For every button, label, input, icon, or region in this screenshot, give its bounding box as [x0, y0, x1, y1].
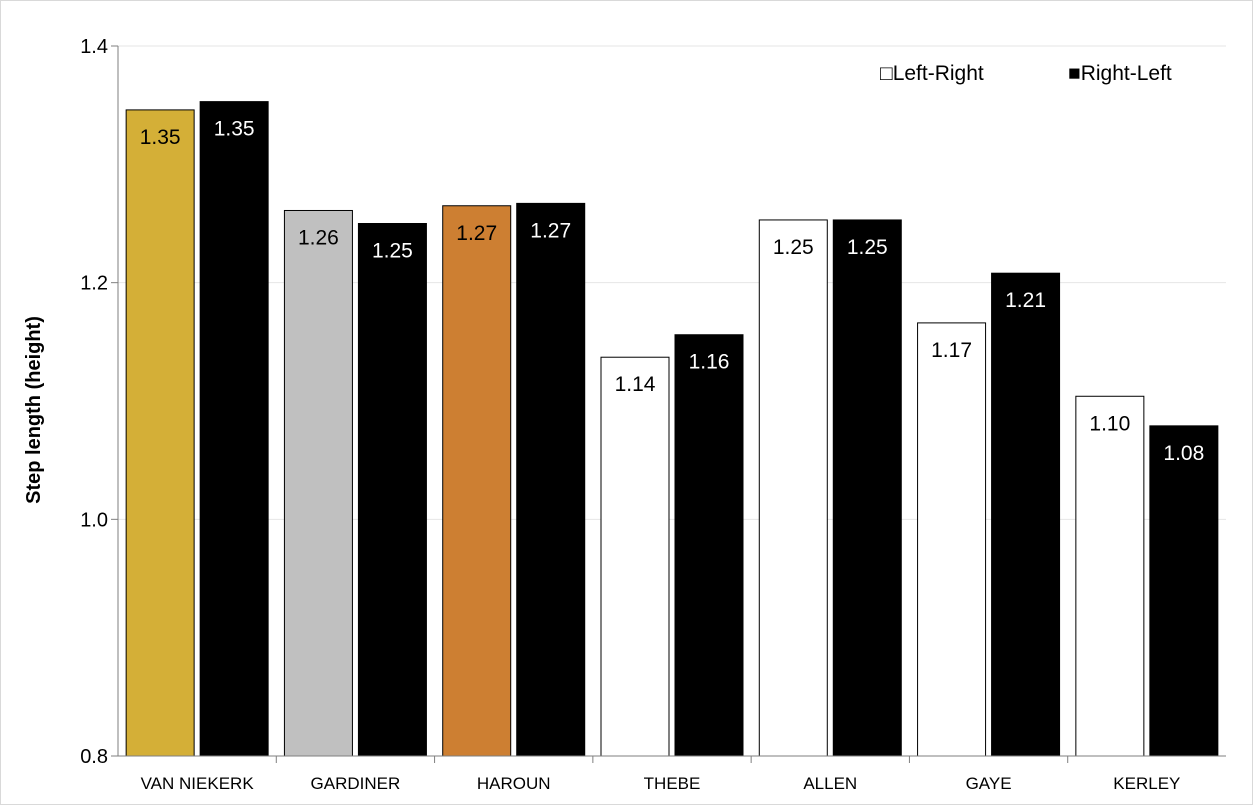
- bar-left-right: [442, 205, 512, 757]
- bar-right-left: [1149, 425, 1219, 757]
- x-category-label: GARDINER: [311, 774, 401, 793]
- bar-left-right: [600, 356, 670, 757]
- data-label: 1.26: [298, 226, 339, 249]
- bar-right-left: [832, 219, 902, 757]
- legend-label-left-right: Left-Right: [893, 62, 984, 85]
- legend: □Left-Right ■Right-Left: [880, 62, 1172, 85]
- legend-item-right-left: ■Right-Left: [1068, 62, 1172, 85]
- data-label: 1.25: [773, 236, 814, 259]
- y-tick-label: 1.4: [80, 36, 108, 58]
- legend-marker-left-right: □: [880, 62, 893, 85]
- bars-layer: [125, 101, 1219, 757]
- data-label: 1.25: [372, 240, 413, 263]
- bar-right-left: [516, 202, 586, 757]
- x-category-label: VAN NIEKERK: [141, 774, 255, 793]
- legend-item-left-right: □Left-Right: [880, 62, 984, 85]
- axes-layer: 0.8 1.0 1.2 1.4 VAN NIEKERK GARDINER HAROUN THE…: [80, 36, 1226, 793]
- labels-layer: 1.35 1.35 1.26 1.25 1.27 1.27 1.14 1.16 1.25 1.25…: [140, 118, 1205, 465]
- x-category-label: ALLEN: [803, 774, 857, 793]
- x-category-label: THEBE: [644, 774, 701, 793]
- bar-left-right: [1075, 395, 1145, 757]
- bar-left-right: [283, 209, 353, 757]
- y-tick-label: 1.0: [80, 509, 108, 531]
- data-label: 1.35: [140, 126, 181, 149]
- legend-marker-right-left: ■: [1068, 62, 1081, 85]
- bar-left-right: [125, 109, 195, 757]
- bar-right-left: [991, 272, 1061, 757]
- x-category-label: GAYE: [966, 774, 1012, 793]
- data-label: 1.16: [689, 351, 730, 374]
- x-category-label: HAROUN: [477, 774, 551, 793]
- x-category-label: KERLEY: [1113, 774, 1180, 793]
- data-label: 1.21: [1005, 289, 1046, 312]
- bar-right-left: [357, 223, 427, 757]
- bar-left-right: [758, 219, 828, 757]
- data-label: 1.17: [931, 339, 972, 362]
- data-label: 1.08: [1163, 442, 1204, 465]
- data-label: 1.25: [847, 236, 888, 259]
- data-label: 1.35: [214, 118, 255, 141]
- data-label: 1.27: [530, 219, 571, 242]
- bar-right-left: [674, 334, 744, 757]
- y-tick-label: 1.2: [80, 273, 108, 295]
- y-tick-label: 0.8: [80, 746, 108, 768]
- bar-left-right: [917, 322, 987, 757]
- data-label: 1.27: [456, 222, 497, 245]
- data-label: 1.10: [1089, 412, 1130, 435]
- data-label: 1.14: [615, 373, 656, 396]
- y-axis-title: Step length (height): [23, 316, 45, 504]
- legend-label-right-left: Right-Left: [1081, 62, 1172, 85]
- bar-right-left: [199, 101, 269, 757]
